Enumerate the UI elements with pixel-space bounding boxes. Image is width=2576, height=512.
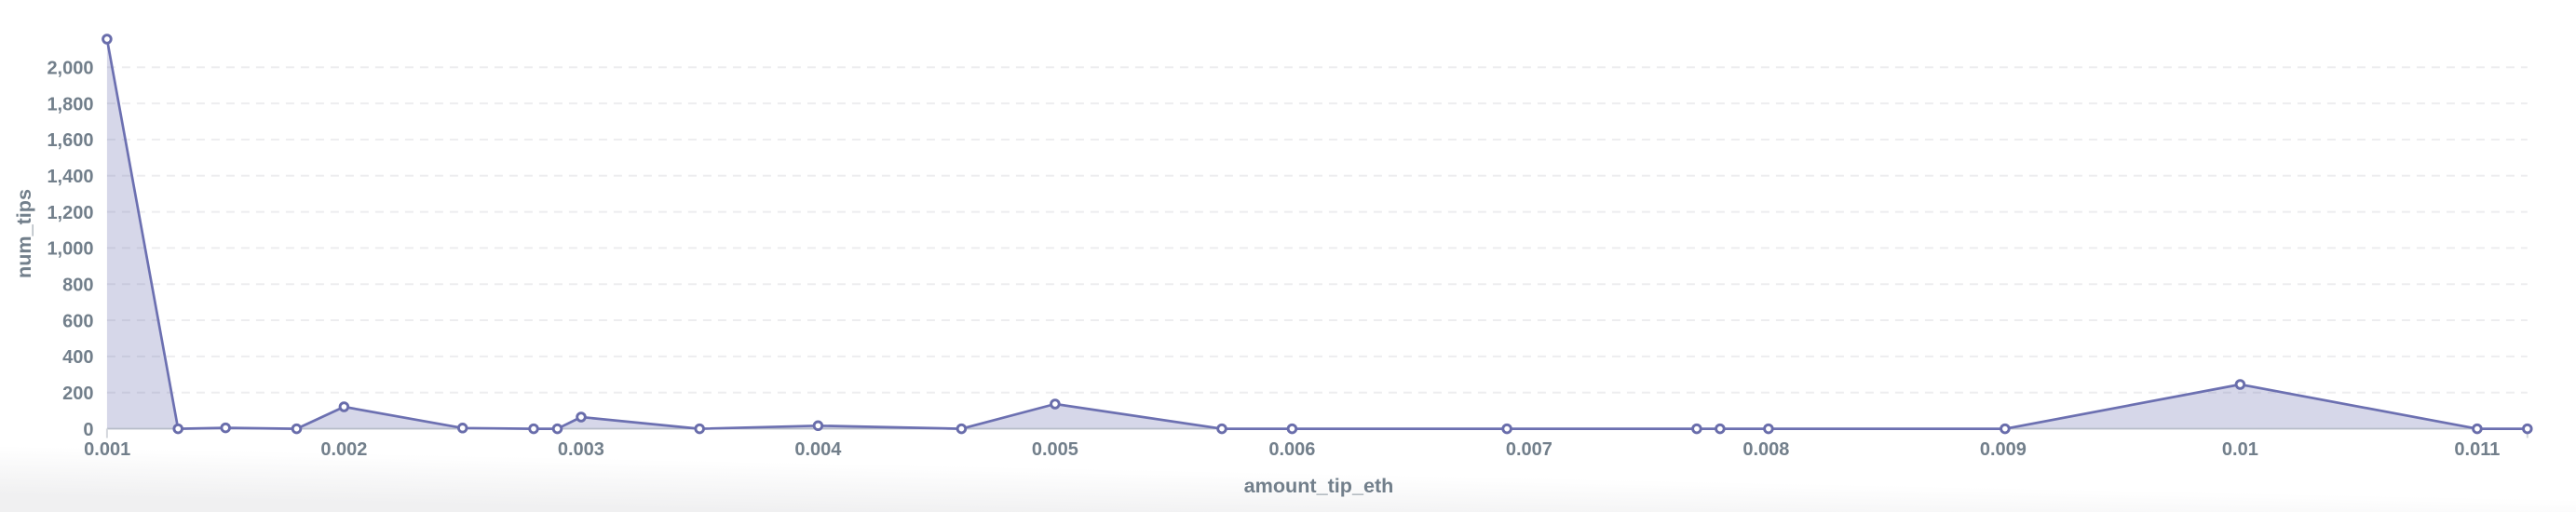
svg-text:2,000: 2,000 [47, 59, 93, 79]
svg-text:0.011: 0.011 [2454, 439, 2500, 460]
svg-text:0.008: 0.008 [1742, 439, 1789, 460]
svg-text:0.004: 0.004 [794, 439, 842, 460]
svg-text:0.002: 0.002 [320, 439, 367, 460]
svg-text:1,200: 1,200 [47, 203, 93, 223]
svg-text:600: 600 [62, 311, 93, 331]
svg-text:0.001: 0.001 [84, 439, 130, 460]
svg-text:0.007: 0.007 [1506, 439, 1552, 460]
svg-text:200: 200 [62, 384, 93, 404]
svg-text:1,000: 1,000 [47, 239, 93, 260]
svg-text:num_tips: num_tips [12, 189, 35, 278]
svg-text:0: 0 [83, 420, 93, 440]
svg-text:1,800: 1,800 [47, 94, 93, 115]
svg-text:amount_tip_eth: amount_tip_eth [1244, 474, 1394, 497]
svg-text:400: 400 [62, 347, 93, 368]
svg-text:0.009: 0.009 [1980, 439, 2027, 460]
svg-text:0.003: 0.003 [558, 439, 604, 460]
svg-text:1,400: 1,400 [47, 167, 93, 187]
svg-text:0.01: 0.01 [2222, 439, 2258, 460]
svg-text:0.006: 0.006 [1268, 439, 1315, 460]
svg-text:1,600: 1,600 [47, 130, 93, 151]
svg-text:0.005: 0.005 [1032, 439, 1078, 460]
svg-text:800: 800 [62, 276, 93, 296]
